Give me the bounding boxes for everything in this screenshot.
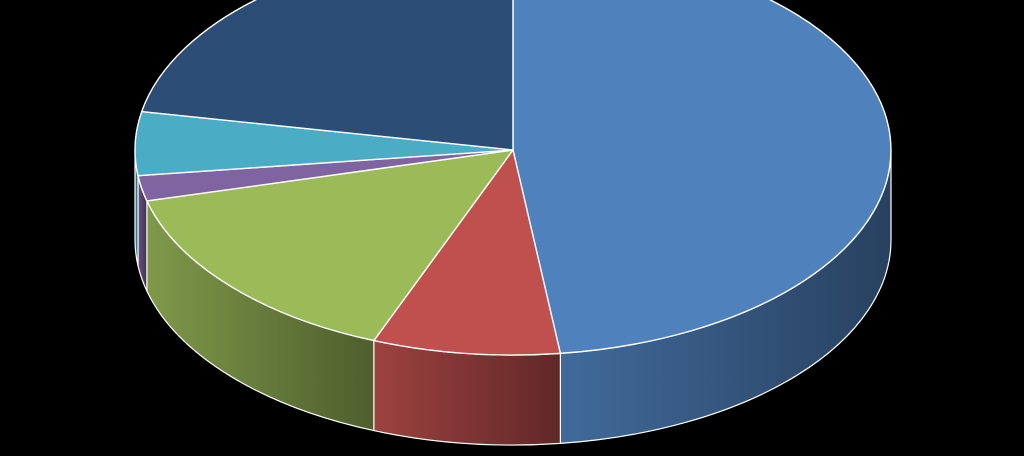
pie-slice-2 (373, 149, 562, 356)
pie-slice-1 (512, 0, 892, 355)
pie-slice-side-2 (373, 340, 561, 446)
pie-slice-6 (141, 0, 514, 151)
pie-slice-3 (146, 149, 514, 342)
pie-sides (134, 149, 892, 446)
pie-slices (134, 0, 892, 356)
